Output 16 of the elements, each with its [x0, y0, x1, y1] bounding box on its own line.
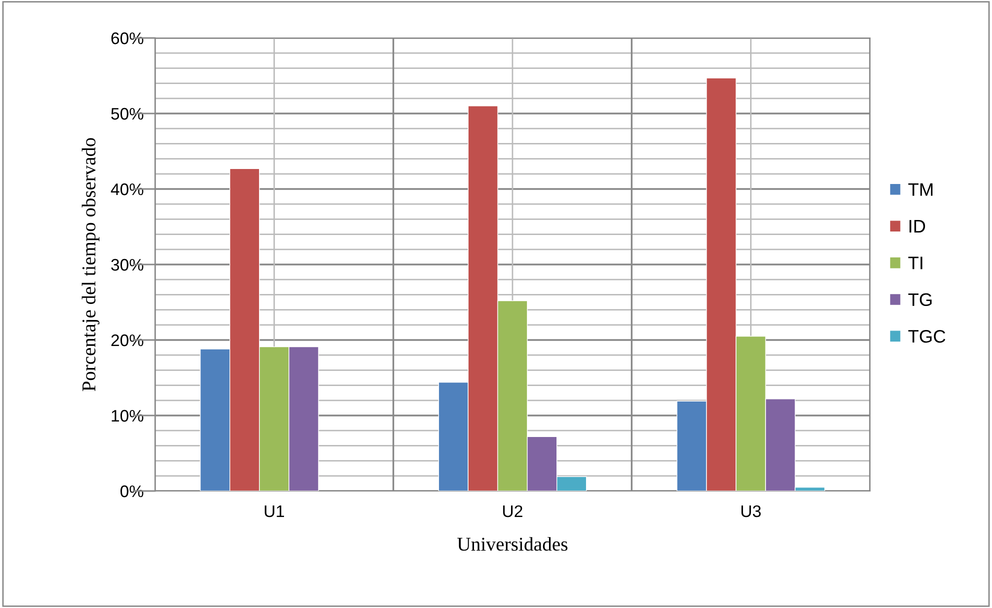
- legend-label: TGC: [908, 330, 946, 343]
- x-tick-label: U2: [503, 505, 522, 518]
- x-tick-label: U3: [741, 505, 761, 518]
- y-tick-label: 20%: [111, 334, 144, 346]
- y-axis-title: Porcentaje del tiempo observado: [82, 138, 100, 392]
- legend-label: TG: [908, 293, 932, 306]
- y-tick-label: 10%: [112, 410, 144, 422]
- y-tick-label: 40%: [110, 183, 144, 196]
- y-tick-label: 30%: [111, 258, 144, 271]
- x-axis-title: Universidades: [457, 537, 568, 551]
- legend-label: TI: [908, 256, 922, 270]
- legend-label: ID: [910, 220, 926, 232]
- y-tick-label: 50%: [111, 108, 144, 120]
- x-tick-label: U1: [264, 506, 284, 518]
- y-tick-label: 60%: [111, 32, 144, 44]
- legend-label: TM: [908, 183, 932, 196]
